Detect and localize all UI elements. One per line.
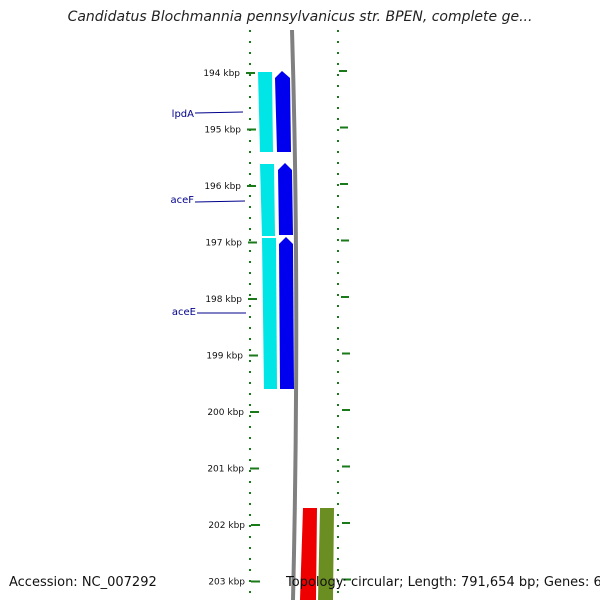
aceE-arrow[interactable] [279,237,294,389]
gene-labels: lpdA aceF aceE [170,109,246,318]
feature-track-blue [275,71,294,389]
lpdA-feature[interactable] [258,72,273,152]
genome-backbone [290,29,299,600]
aceF-feature[interactable] [260,164,275,236]
ruler-tick-label: 194 kbp [203,69,240,79]
ruler-tick-label: 200 kbp [207,408,244,418]
ruler-tick-label: 201 kbp [207,465,244,475]
feature-track-cyan [258,72,277,389]
map-title: Candidatus Blochmannia pennsylvanicus st… [67,9,533,25]
ruler-tick-label: 197 kbp [205,239,242,249]
gene-label-aceF[interactable]: aceF [170,195,194,206]
gene-label-lpdA[interactable]: lpdA [172,109,194,120]
gene-label-lpdA-connector [194,111,244,114]
ruler-tick-label: 202 kbp [208,521,245,531]
aceF-arrow[interactable] [278,163,293,235]
ruler-tick-label: 195 kbp [204,126,241,136]
aceE-feature[interactable] [262,238,277,389]
genome-summary-text: Topology: circular; Length: 791,654 bp; … [286,575,600,590]
red-feature[interactable] [300,508,317,600]
accession-text: Accession: NC_007292 [9,575,157,590]
ruler-tick-label: 196 kbp [204,182,241,192]
ruler-tick-label: 203 kbp [208,578,245,588]
lpdA-arrow[interactable] [275,71,291,152]
gene-label-aceF-connector [194,200,246,203]
gene-label-aceE[interactable]: aceE [172,307,196,318]
olive-feature[interactable] [318,508,334,600]
ruler-ticks [246,70,351,583]
ruler-tick-label: 198 kbp [205,295,242,305]
ruler-tick-label: 199 kbp [206,352,243,362]
ruler-labels: 194 kbp 195 kbp 196 kbp 197 kbp 198 kbp 199 k… [203,69,245,588]
